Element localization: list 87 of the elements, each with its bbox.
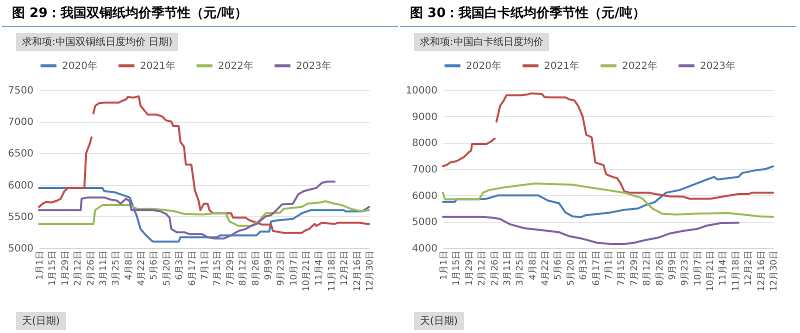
x-tick-label: 8月26日	[655, 250, 666, 286]
text: 求和项:中国白卡纸日度均价	[414, 33, 550, 51]
x-tick-label: 2月12日	[478, 250, 488, 286]
text: 天(日期)	[414, 312, 464, 330]
x-tick-label: 10月7日	[289, 250, 300, 286]
x-tick-label: 12月30日	[366, 250, 376, 292]
x-tick-label: 4月22日	[137, 250, 148, 286]
x-tick-label: 7月29日	[226, 250, 236, 286]
x-tick-label: 3月11日	[502, 250, 513, 286]
x-tick-label: 7月29日	[630, 250, 640, 286]
x-tick-label: 9月9日	[668, 250, 678, 280]
line-series	[38, 180, 336, 240]
x-tick-label: 1月15日	[48, 250, 58, 286]
legend-label: 2023年	[296, 60, 332, 72]
x-tick-label: 10月21日	[706, 250, 716, 292]
x-tick-label: 8月26日	[251, 250, 262, 286]
x-tick-label: 10月7日	[693, 250, 704, 286]
x-tick-label: 12月2日	[744, 250, 754, 286]
x-tick-label: 3月25日	[516, 250, 526, 286]
x-tick-label: 1月15日	[452, 250, 462, 286]
x-tick-label: 2月26日	[86, 250, 96, 286]
x-tick-label: 6月3日	[579, 250, 590, 280]
x-tick-label: 1月1日	[36, 250, 46, 280]
legend-label: 2023年	[700, 60, 736, 72]
x-tick-label: 5月20日	[566, 250, 576, 286]
y-tick-label: 6000	[412, 190, 438, 202]
x-tick-label: 9月23日	[276, 250, 287, 286]
y-tick-label: 6500	[8, 148, 34, 160]
legend-label: 2021年	[544, 60, 580, 72]
x-tick-label: 4月22日	[541, 250, 552, 286]
x-tick-label: 7月15日	[213, 250, 224, 286]
x-tick-label: 1月1日	[440, 250, 450, 280]
x-tick-label: 11月4日	[718, 250, 729, 286]
y-tick-label: 10000	[406, 86, 438, 96]
x-tick-label: 6月17日	[592, 250, 602, 286]
x-tick-label: 10月21日	[302, 250, 312, 292]
y-tick-label: 9000	[412, 112, 438, 123]
x-tick-label: 2月12日	[74, 250, 84, 286]
y-tick-label: 4000	[412, 244, 438, 254]
x-tick-label: 5月6日	[150, 250, 160, 280]
legend-label: 2022年	[218, 60, 254, 72]
legend-label: 2020年	[466, 60, 502, 72]
legend-label: 2022年	[622, 60, 658, 72]
line-series	[442, 165, 774, 218]
x-tick-label: 11月4日	[314, 250, 325, 286]
line-series	[442, 216, 740, 246]
y-tick-label: 7000	[8, 117, 34, 128]
line-series	[38, 200, 370, 227]
chart-title: 图 30：我国白卡纸均价季节性（元/吨）	[400, 0, 796, 27]
x-tick-label: 9月23日	[680, 250, 691, 286]
chart-title: 图 29：我国双铜纸均价季节性（元/吨）	[2, 0, 398, 27]
y-tick-label: 7500	[8, 86, 34, 96]
x-tick-label: 4月8日	[124, 250, 134, 280]
line-series	[442, 182, 774, 218]
x-tick-label: 3月11日	[98, 250, 109, 286]
x-tick-label: 5月20日	[162, 250, 172, 286]
x-tick-label: 3月25日	[112, 250, 122, 286]
x-tick-label: 7月1日	[604, 250, 614, 280]
x-tick-label: 8月12日	[238, 250, 249, 286]
x-tick-label: 6月17日	[188, 250, 198, 286]
y-tick-label: 7000	[412, 164, 438, 176]
y-tick-label: 5000	[412, 217, 438, 228]
x-tick-label: 8月12日	[642, 250, 653, 286]
x-tick-label: 12月2日	[340, 250, 350, 286]
line-series	[38, 186, 370, 243]
y-tick-label: 5000	[8, 244, 34, 254]
y-tick-label: 8000	[412, 138, 438, 150]
legend-label: 2021年	[140, 60, 176, 72]
x-tick-label: 1月29日	[60, 250, 71, 286]
legend-label: 2020年	[62, 60, 98, 72]
text: 求和项:中国双铜纸日度均价 日期)	[16, 33, 178, 51]
x-tick-label: 1月29日	[464, 250, 475, 286]
x-tick-label: 11月18日	[731, 250, 742, 292]
x-tick-label: 12月30日	[770, 250, 780, 292]
x-tick-label: 12月16日	[756, 250, 767, 292]
x-tick-label: 4月8日	[528, 250, 538, 280]
x-tick-label: 7月1日	[200, 250, 210, 280]
x-tick-label: 5月6日	[554, 250, 564, 280]
x-tick-label: 7月15日	[617, 250, 628, 286]
x-tick-label: 11月18日	[327, 250, 338, 292]
text: 天(日期)	[16, 312, 66, 330]
x-tick-label: 2月26日	[490, 250, 500, 286]
x-tick-label: 6月3日	[175, 250, 186, 280]
y-tick-label: 5500	[8, 212, 34, 223]
x-tick-label: 12月16日	[352, 250, 363, 292]
y-tick-label: 6000	[8, 180, 34, 192]
x-tick-label: 9月9日	[264, 250, 274, 280]
